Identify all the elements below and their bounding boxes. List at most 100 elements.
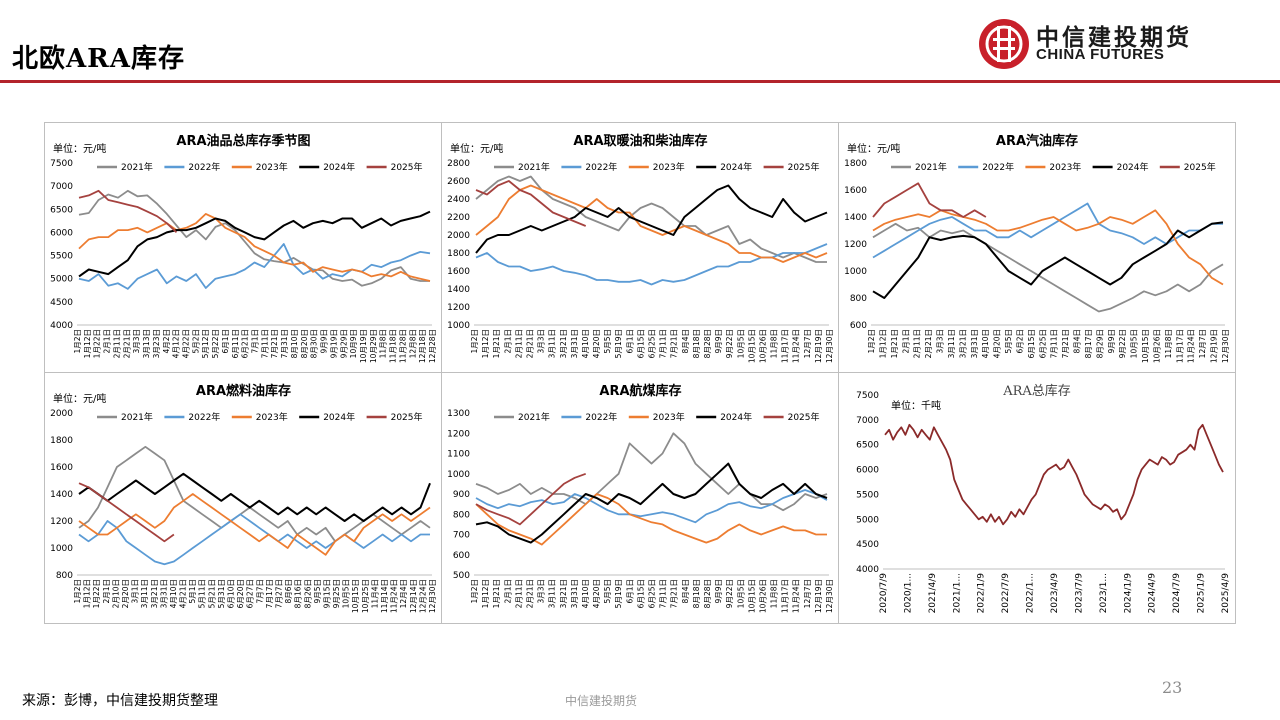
x-tick-label: 6月21日 xyxy=(241,329,250,358)
x-tick-label: 4月21日 xyxy=(179,579,188,608)
y-tick-label: 2400 xyxy=(447,195,470,205)
series-line xyxy=(475,462,828,544)
series-line xyxy=(475,180,587,227)
x-tick-label: 11月8日 xyxy=(1164,329,1173,358)
legend-label: 2021年 xyxy=(518,411,550,423)
x-tick-label: 7月11日 xyxy=(659,579,668,608)
x-tick-label: 2025/1/9 xyxy=(1197,573,1207,614)
x-tick-label: 4月10日 xyxy=(169,579,178,608)
x-tick-label: 2月1日 xyxy=(901,329,910,354)
chart-title: ARA航煤库存 xyxy=(599,383,681,399)
series-line xyxy=(78,493,431,556)
x-tick-label: 7月11日 xyxy=(659,329,668,358)
x-tick-label: 1月2日 xyxy=(867,329,876,354)
x-tick-label: 11月8日 xyxy=(379,329,388,358)
unit-label: 单位：元/吨 xyxy=(450,142,503,155)
x-tick-label: 2月21日 xyxy=(924,329,933,358)
series-line xyxy=(78,472,431,522)
logo-chinese-text: 中信建投期货 xyxy=(1036,25,1192,51)
y-tick-label: 7500 xyxy=(856,391,879,401)
x-tick-label: 12月19日 xyxy=(1210,329,1219,363)
chart-panel-ara-total: ARA总库存 单位：千吨 4000 4500 5000 5500 6000 6500 7000 7… xyxy=(838,372,1236,624)
x-tick-label: 11月28日 xyxy=(398,329,407,363)
y-tick-label: 2600 xyxy=(447,177,470,187)
y-tick-label: 4500 xyxy=(856,540,879,550)
chart-title: ARA总库存 xyxy=(1002,383,1071,399)
x-tick-label: 3月31日 xyxy=(570,579,579,608)
series-line xyxy=(872,222,1224,313)
y-tick-label: 800 xyxy=(850,294,867,304)
x-tick-label: 3月11日 xyxy=(947,329,956,358)
x-tick-label: 12月19日 xyxy=(814,579,823,613)
y-tick-label: 7500 xyxy=(50,159,73,169)
x-tick-label: 6月15日 xyxy=(1027,329,1036,358)
x-tick-label: 8月17日 xyxy=(1084,329,1093,358)
legend-label: 2022年 xyxy=(982,161,1014,173)
x-tick-label: 6月20日 xyxy=(236,579,245,608)
y-tick-label: 7000 xyxy=(856,416,879,426)
legend-label: 2023年 xyxy=(653,161,685,173)
x-tick-label: 1月21日 xyxy=(492,329,501,358)
x-tick-label: 7月1日 xyxy=(251,329,260,354)
x-tick-label: 6月15日 xyxy=(636,579,645,608)
x-tick-label: 1月12日 xyxy=(878,329,887,358)
y-tick-label: 1400 xyxy=(844,213,867,223)
x-tick-label: 2月11日 xyxy=(514,329,523,358)
series-line xyxy=(475,184,828,263)
y-tick-label: 1600 xyxy=(844,186,867,196)
series-line xyxy=(78,243,431,290)
legend-label: 2021年 xyxy=(121,411,153,423)
x-tick-label: 7月7日 xyxy=(255,579,264,604)
x-tick-label: 7月21日 xyxy=(670,329,679,358)
x-tick-label: 5月5日 xyxy=(603,579,612,604)
x-tick-label: 2020/7/9 xyxy=(879,573,889,614)
x-tick-label: 12月28日 xyxy=(428,329,437,363)
legend-label: 2025年 xyxy=(391,411,423,423)
unit-label: 单位：元/吨 xyxy=(53,142,106,155)
y-tick-label: 2000 xyxy=(50,409,73,419)
x-tick-label: 3月21日 xyxy=(559,579,568,608)
series-line xyxy=(78,482,175,543)
x-tick-label: 12月8日 xyxy=(408,329,417,358)
x-tick-label: 8月10日 xyxy=(290,329,299,358)
x-tick-label: 10月5日 xyxy=(736,579,745,608)
series-line xyxy=(78,189,178,234)
x-tick-label: 8月4日 xyxy=(1073,329,1082,354)
x-tick-label: 2024/4/9 xyxy=(1148,573,1158,614)
x-tick-label: 6月1日 xyxy=(625,329,634,354)
x-tick-label: 2021/1... xyxy=(952,573,962,613)
x-tick-label: 7月11日 xyxy=(1050,329,1059,358)
x-tick-label: 1月22日 xyxy=(93,329,102,358)
x-tick-label: 9月22日 xyxy=(725,329,734,358)
x-tick-label: 8月4日 xyxy=(681,329,690,354)
series-line xyxy=(78,189,430,287)
x-tick-label: 11月18日 xyxy=(389,329,398,363)
x-tick-label: 6月1日 xyxy=(221,329,230,354)
y-tick-label: 500 xyxy=(453,571,470,581)
x-tick-label: 3月11日 xyxy=(548,579,557,608)
x-tick-label: 10月15日 xyxy=(747,329,756,363)
y-tick-label: 1000 xyxy=(50,544,73,554)
chart-panel-gasoline: ARA汽油库存 单位：元/吨 2021年 2022年 2023年 2024年 2025年 60… xyxy=(838,122,1236,374)
x-tick-label: 11月4日 xyxy=(370,579,379,608)
x-tick-label: 5月12日 xyxy=(201,329,210,358)
y-tick-label: 1800 xyxy=(447,249,470,259)
y-tick-label: 600 xyxy=(850,321,867,331)
y-tick-label: 2000 xyxy=(447,231,470,241)
y-tick-label: 900 xyxy=(453,490,470,500)
x-tick-label: 7月21日 xyxy=(1061,329,1070,358)
y-tick-label: 1000 xyxy=(447,321,470,331)
legend-label: 2023年 xyxy=(256,161,288,173)
x-tick-label: 5月22日 xyxy=(211,329,220,358)
x-tick-label: 11月8日 xyxy=(770,579,779,608)
y-tick-label: 1000 xyxy=(447,470,470,480)
y-tick-label: 1200 xyxy=(50,517,73,527)
x-tick-label: 10月15日 xyxy=(747,579,756,613)
x-tick-label: 1月21日 xyxy=(492,579,501,608)
y-tick-label: 1400 xyxy=(50,490,73,500)
x-tick-label: 5月11日 xyxy=(198,579,207,608)
